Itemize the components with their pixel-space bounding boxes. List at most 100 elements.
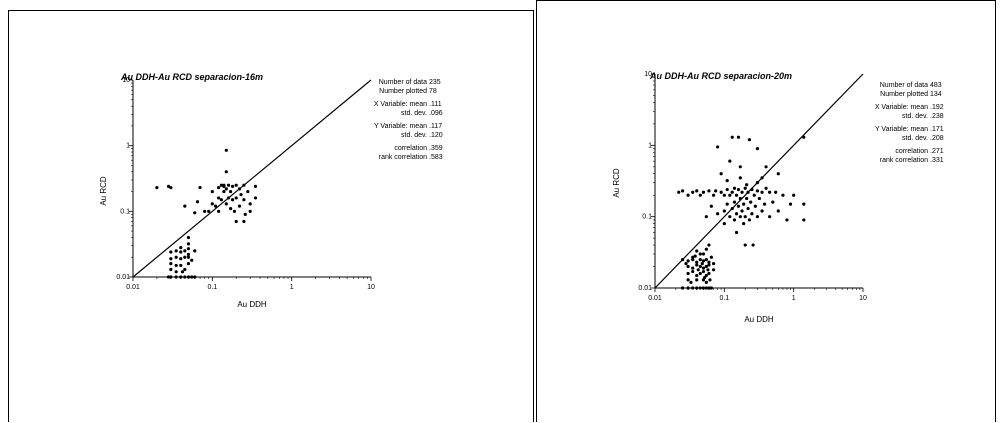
data-point <box>704 280 708 284</box>
data-point <box>214 204 218 208</box>
y-tick-label: 0.01 <box>638 285 652 292</box>
data-point <box>728 159 732 163</box>
data-point <box>186 275 191 279</box>
data-point <box>755 146 760 151</box>
data-point <box>725 187 729 192</box>
data-point <box>243 212 247 216</box>
stat-label: Y Variable: mean <box>374 123 427 130</box>
data-point <box>219 198 223 202</box>
data-point <box>179 246 183 250</box>
data-point <box>701 190 706 194</box>
data-point <box>195 200 200 204</box>
data-point <box>722 209 726 213</box>
data-point <box>730 206 734 211</box>
stat-label: std. dev. <box>902 135 928 142</box>
data-point <box>709 255 713 259</box>
data-point <box>736 204 741 208</box>
data-point <box>686 193 690 197</box>
data-point <box>707 286 711 290</box>
reference-line <box>132 79 372 278</box>
data-point <box>207 209 211 213</box>
data-point <box>695 273 699 278</box>
data-point <box>174 255 178 259</box>
data-point <box>714 189 718 193</box>
x-axis-label: Au DDH <box>744 315 774 324</box>
data-point <box>751 243 755 247</box>
data-point <box>183 275 187 279</box>
data-point <box>698 271 702 276</box>
data-point <box>750 212 754 216</box>
data-point <box>217 209 221 213</box>
data-point <box>689 280 693 284</box>
data-point <box>743 243 747 247</box>
data-point <box>764 165 768 169</box>
data-point <box>701 286 706 290</box>
data-point <box>760 176 764 180</box>
data-point <box>242 183 246 187</box>
data-point <box>695 189 699 193</box>
data-point <box>230 184 235 188</box>
data-point <box>174 275 178 279</box>
data-point <box>747 138 752 142</box>
data-point <box>707 243 711 247</box>
data-point <box>234 219 238 224</box>
data-point <box>743 215 747 219</box>
data-point <box>686 264 690 269</box>
data-point <box>771 200 775 204</box>
data-point <box>698 264 702 269</box>
stat-label: correlation <box>895 148 928 155</box>
data-point <box>242 198 246 202</box>
data-point <box>716 145 720 149</box>
data-point <box>701 259 706 263</box>
stat-label: X Variable: mean <box>374 101 427 108</box>
reference-line <box>654 73 864 289</box>
data-point <box>725 202 729 206</box>
stat-value: .120 <box>429 132 443 139</box>
data-point <box>781 193 785 197</box>
data-point <box>734 212 739 216</box>
data-point <box>776 209 780 213</box>
data-point <box>174 263 178 268</box>
stat-label: rank correlation <box>880 157 928 164</box>
data-point <box>736 135 741 139</box>
data-point <box>730 135 734 139</box>
data-point <box>722 221 726 226</box>
data-point <box>691 190 695 194</box>
x-tick-label: 0.01 <box>126 284 140 291</box>
data-point <box>736 187 741 192</box>
data-point <box>700 261 704 266</box>
data-point <box>752 193 756 197</box>
data-point <box>691 286 695 290</box>
data-point <box>222 183 226 187</box>
data-point <box>174 249 178 253</box>
data-point <box>707 263 711 267</box>
data-point <box>169 257 173 261</box>
data-point <box>719 172 723 176</box>
data-point <box>734 230 739 235</box>
data-point <box>210 189 214 194</box>
data-point <box>179 257 183 261</box>
data-point <box>753 204 757 208</box>
data-point <box>169 185 173 190</box>
data-point <box>738 165 742 169</box>
data-point <box>760 209 764 213</box>
data-point <box>234 196 238 200</box>
data-point <box>740 209 744 213</box>
data-point <box>680 258 685 262</box>
data-point <box>217 185 221 190</box>
data-point <box>179 250 183 254</box>
chart-title: Au DDH-Au RCD separacion-20m <box>649 71 792 81</box>
scatter-chart-20m: Au DDH-Au RCD separacion-20m 0.01 0.01 0.1 0… <box>612 71 944 324</box>
y-axis-label: Au RCD <box>612 168 621 198</box>
data-point <box>755 181 760 185</box>
chart-title: Au DDH-Au RCD separacion-16m <box>120 72 263 82</box>
data-point <box>698 286 702 290</box>
data-point <box>704 264 708 269</box>
data-point <box>217 196 221 200</box>
data-point <box>732 200 737 204</box>
data-point <box>698 258 702 262</box>
data-point <box>738 176 742 180</box>
data-point <box>788 202 793 206</box>
data-point <box>711 261 716 266</box>
x-tick-label: 10 <box>859 295 867 302</box>
